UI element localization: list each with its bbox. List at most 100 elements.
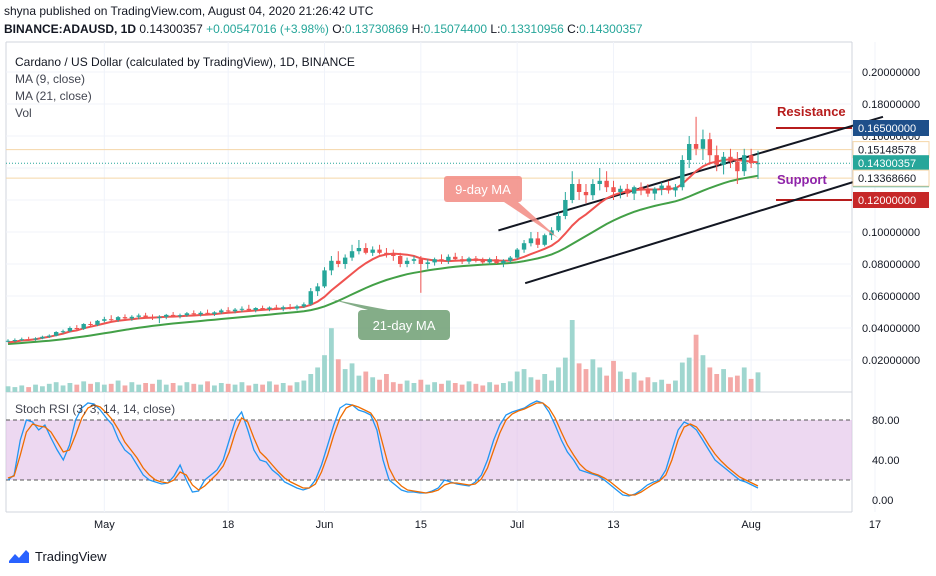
volume-bar bbox=[356, 375, 362, 392]
volume-bar bbox=[679, 362, 685, 392]
tradingview-logo[interactable]: TradingView bbox=[8, 548, 107, 564]
volume-bar bbox=[308, 374, 314, 392]
candle-body bbox=[342, 257, 348, 264]
candle-body bbox=[666, 185, 671, 191]
volume-bar bbox=[507, 381, 513, 392]
candle-body bbox=[143, 315, 148, 318]
low-label: L: bbox=[490, 22, 501, 36]
candle-body bbox=[556, 216, 561, 231]
close-value: 0.14300357 bbox=[579, 22, 643, 36]
candle-body bbox=[604, 180, 609, 188]
volume-bar bbox=[480, 385, 486, 392]
price-tick-label: 0.04000000 bbox=[862, 323, 920, 335]
candle-body bbox=[459, 259, 465, 262]
candle-body bbox=[466, 258, 472, 262]
volume-bar bbox=[81, 381, 87, 392]
candle-body bbox=[535, 238, 541, 245]
candle-body bbox=[728, 156, 733, 162]
volume-bar bbox=[439, 383, 444, 392]
candle-body bbox=[308, 291, 313, 305]
ma9-callout-pointer bbox=[504, 202, 559, 239]
candle-body bbox=[418, 259, 424, 264]
candle-body bbox=[184, 313, 190, 316]
candle-body bbox=[191, 313, 196, 315]
volume-bar bbox=[60, 385, 66, 392]
volume-bar bbox=[597, 367, 603, 392]
volume-bar bbox=[198, 384, 204, 392]
volume-bar bbox=[487, 382, 493, 392]
time-tick-label: Jul bbox=[510, 519, 524, 531]
volume-bar bbox=[514, 371, 520, 392]
volume-bar bbox=[659, 379, 665, 392]
volume-bar bbox=[115, 380, 121, 392]
volume-bar bbox=[349, 363, 355, 392]
candle-body bbox=[597, 180, 602, 184]
stoch-rsi-d-line bbox=[7, 402, 759, 496]
candle-body bbox=[12, 340, 18, 341]
volume-bar bbox=[432, 382, 438, 392]
volume-bar bbox=[624, 378, 630, 392]
volume-bar bbox=[542, 374, 548, 392]
volume-bar bbox=[232, 384, 238, 392]
high-label: H: bbox=[411, 22, 424, 36]
candle-body bbox=[659, 185, 664, 189]
volume-bar bbox=[74, 384, 80, 392]
volume-bar bbox=[384, 374, 389, 392]
time-tick-label: Jun bbox=[316, 519, 334, 531]
symbol-info: BINANCE:ADAUSD, 1D 0.14300357 +0.0054701… bbox=[4, 22, 643, 36]
volume-bar bbox=[335, 359, 341, 392]
candle-body bbox=[425, 262, 430, 264]
candle-body bbox=[363, 248, 368, 253]
chart-legend: Cardano / US Dollar (calculated by Tradi… bbox=[15, 54, 355, 122]
candle-body bbox=[563, 200, 568, 216]
candle-body bbox=[177, 315, 183, 317]
candle-body bbox=[349, 251, 355, 258]
ma9-callout-label: 9-day MA bbox=[455, 182, 511, 197]
candle-body bbox=[377, 249, 382, 253]
volume-bar bbox=[225, 383, 231, 392]
price-axis-label: 0.14300357 bbox=[858, 158, 916, 170]
volume-bar bbox=[177, 385, 183, 392]
volume-bar bbox=[604, 375, 610, 392]
candle-body bbox=[19, 339, 24, 341]
candle-body bbox=[611, 187, 616, 192]
volume-bar bbox=[700, 355, 706, 392]
candle-body bbox=[253, 308, 258, 311]
volume-bar bbox=[556, 367, 561, 392]
volume-bar bbox=[617, 371, 623, 392]
brand-name: TradingView bbox=[35, 548, 107, 564]
volume-bar bbox=[404, 380, 410, 392]
volume-bar bbox=[205, 381, 210, 392]
candle-body bbox=[88, 324, 93, 325]
candle-body bbox=[494, 259, 499, 264]
candle-body bbox=[652, 188, 657, 194]
candle-body bbox=[47, 335, 52, 337]
volume-bar bbox=[253, 383, 259, 392]
candle-body bbox=[219, 310, 224, 313]
candle-body bbox=[274, 307, 279, 309]
last-price: 0.14300357 bbox=[139, 22, 203, 36]
volume-bar bbox=[5, 386, 11, 392]
candle-body bbox=[5, 340, 11, 342]
candle-body bbox=[521, 243, 527, 250]
volume-bar bbox=[273, 384, 279, 392]
price-axis-label-box bbox=[853, 120, 929, 136]
candle-body bbox=[446, 256, 451, 261]
candle-body bbox=[686, 144, 692, 160]
candle-body bbox=[748, 155, 754, 164]
candle-body bbox=[618, 188, 623, 192]
time-tick-label: 18 bbox=[222, 519, 234, 531]
candle-body bbox=[281, 307, 286, 309]
resistance-label: Resistance bbox=[777, 104, 846, 119]
volume-bar bbox=[569, 320, 575, 392]
volume-bar bbox=[459, 384, 465, 392]
volume-bar bbox=[494, 384, 499, 392]
volume-bar bbox=[322, 355, 327, 392]
candle-body bbox=[53, 332, 59, 336]
candle-body bbox=[700, 139, 706, 149]
candle-body bbox=[576, 184, 582, 192]
candle-body bbox=[129, 316, 135, 319]
volume-bar bbox=[673, 380, 678, 392]
candle-body bbox=[267, 307, 272, 310]
